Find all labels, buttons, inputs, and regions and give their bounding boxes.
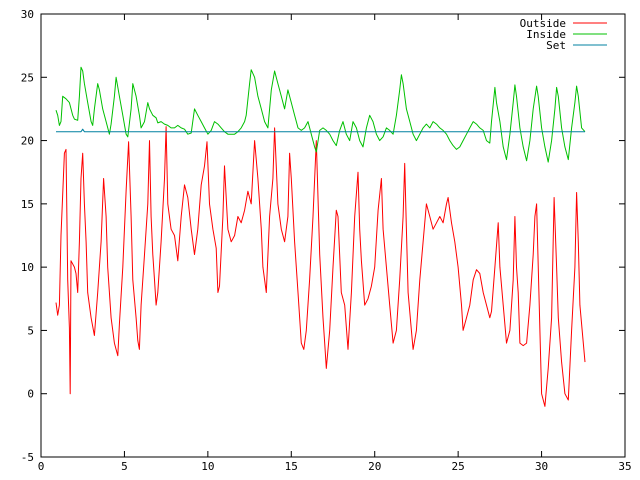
axes: 0 5 10 15 20 25 30 35 -5 0 5 10 15 20 25 30 — [21, 8, 632, 473]
legend-label-inside: Inside — [526, 28, 566, 41]
series-line-set — [56, 128, 585, 133]
x-tick-label: 0 — [38, 460, 45, 473]
y-tick-label: 20 — [21, 135, 34, 148]
legend-label-outside: Outside — [520, 17, 566, 30]
x-tick-label: 10 — [201, 460, 214, 473]
x-tick-label: 15 — [285, 460, 298, 473]
y-tick-label: 15 — [21, 198, 34, 211]
x-tick-label: 5 — [121, 460, 128, 473]
y-tick-label: -5 — [21, 451, 34, 464]
series-layer — [55, 66, 586, 407]
y-tick-label: 25 — [21, 71, 34, 84]
x-tick-label: 25 — [452, 460, 465, 473]
y-tick-label: 10 — [21, 261, 34, 274]
y-tick-label: 5 — [27, 324, 34, 337]
x-tick-label: 30 — [535, 460, 548, 473]
plot-frame — [40, 13, 626, 458]
x-tick-label: 20 — [368, 460, 381, 473]
x-tick-label: 35 — [618, 460, 631, 473]
y-tick-label: 30 — [21, 8, 34, 21]
y-tick-label: 0 — [27, 388, 34, 401]
legend-label-set: Set — [546, 39, 566, 52]
series-line-outside — [55, 126, 586, 407]
